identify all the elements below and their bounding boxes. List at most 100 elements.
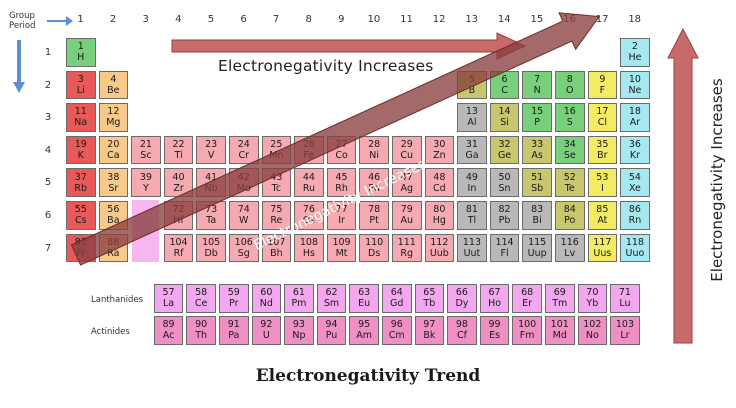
element-cell: 102 No: [577, 316, 608, 345]
element-cell: 92 U: [251, 316, 282, 345]
atomic-number: 73: [205, 204, 218, 216]
element-symbol: Cd: [433, 182, 446, 194]
element-symbol: Uuo: [625, 247, 645, 259]
atomic-number: 117: [593, 236, 612, 248]
element-cell: 65 Tb: [414, 284, 445, 313]
atomic-number: 60: [260, 287, 273, 299]
element-symbol: Ar: [629, 117, 641, 129]
element-cell: 43 Tc: [261, 168, 292, 197]
atomic-number: 81: [465, 204, 478, 216]
atomic-number: 116: [560, 236, 579, 248]
element-cell: 49 In: [457, 168, 487, 197]
atomic-number: 14: [498, 106, 511, 118]
atomic-number: 55: [74, 204, 87, 216]
element-cell: 13 Al: [457, 103, 487, 132]
element-symbol: Pm: [291, 298, 307, 310]
element-cell: 52 Te: [555, 168, 585, 197]
element-symbol: Pu: [325, 330, 338, 342]
group-number: 1: [77, 14, 84, 25]
element-symbol: Ds: [368, 247, 381, 259]
atomic-number: 108: [299, 236, 318, 248]
element-symbol: Fr: [76, 247, 86, 259]
element-cell: 95 Am: [349, 316, 379, 345]
element-cell: 116 Lv: [555, 233, 585, 263]
atomic-number: 89: [162, 319, 175, 331]
atomic-number: 51: [531, 171, 544, 183]
group-number: 16: [563, 14, 576, 25]
element-cell: 108 Hs: [294, 233, 324, 263]
element-symbol: Ba: [107, 215, 120, 227]
element-symbol: Cu: [400, 150, 414, 162]
lanthanides-label: Lanthanides: [91, 295, 144, 305]
element-symbol: Bh: [270, 247, 283, 259]
element-symbol: Uut: [463, 247, 481, 259]
element-symbol: F: [599, 84, 606, 96]
atomic-number: 45: [335, 171, 348, 183]
atomic-number: 103: [615, 319, 634, 331]
atomic-number: 37: [74, 171, 87, 183]
element-symbol: Br: [597, 150, 608, 162]
atomic-number: 13: [465, 106, 478, 118]
atomic-number: 53: [596, 171, 609, 183]
atomic-number: 31: [465, 139, 478, 151]
element-symbol: Cs: [74, 215, 87, 227]
atomic-number: 93: [292, 319, 305, 331]
element-symbol: Rg: [400, 247, 414, 259]
element-symbol: Ni: [369, 150, 380, 162]
atomic-number: 72: [172, 204, 185, 216]
element-cell: 28 Ni: [359, 135, 389, 165]
atomic-number: 16: [563, 106, 576, 118]
element-symbol: Nb: [204, 182, 218, 194]
element-symbol: Pb: [498, 215, 511, 227]
element-cell: 114 Fl: [489, 233, 520, 263]
element-cell: 91 Pa: [219, 316, 249, 345]
element-symbol: Ra: [107, 247, 120, 259]
group-number: 6: [240, 14, 247, 25]
period-number: 5: [44, 177, 52, 189]
period-number: 7: [44, 242, 52, 254]
atomic-number: 80: [433, 204, 446, 216]
element-cell: 15 P: [522, 103, 552, 132]
group-number: 9: [338, 14, 345, 25]
element-cell: 54 Xe: [620, 168, 650, 197]
element-cell: 40 Zr: [163, 168, 194, 197]
element-cell: 84 Po: [555, 201, 585, 230]
atomic-number: 42: [237, 171, 250, 183]
atomic-number: 74: [237, 204, 250, 216]
element-symbol: Tb: [423, 298, 436, 310]
atomic-number: 63: [358, 287, 371, 299]
atomic-number: 54: [628, 171, 641, 183]
element-cell: 88 Ra: [98, 233, 129, 263]
element-symbol: Cm: [388, 330, 405, 342]
element-symbol: He: [628, 52, 642, 64]
element-symbol: Np: [292, 330, 306, 342]
atomic-number: 79: [400, 204, 413, 216]
horizontal-arrow-label: Electronegativity Increases: [218, 57, 434, 75]
element-cell: 105 Db: [196, 233, 226, 263]
group-number: 12: [432, 14, 446, 25]
element-cell: 79 Au: [392, 201, 422, 230]
atomic-number: 35: [596, 139, 609, 151]
atomic-number: 19: [74, 139, 87, 151]
element-cell: 110 Ds: [359, 233, 389, 263]
element-cell: 93 Np: [284, 316, 314, 345]
atomic-number: 57: [162, 287, 175, 299]
element-symbol: O: [566, 84, 574, 96]
element-cell: 94 Pu: [316, 316, 347, 345]
element-cell: 113 Uut: [457, 233, 487, 263]
element-cell: 53 I: [587, 168, 618, 197]
element-symbol: Md: [552, 330, 567, 342]
atomic-number: 62: [325, 287, 338, 299]
element-cell: 97 Bk: [414, 316, 445, 345]
element-symbol: Ru: [302, 182, 316, 194]
element-cell: 117 Uus: [587, 233, 618, 263]
element-cell: 103 Lr: [610, 316, 640, 345]
period-number: 4: [44, 144, 52, 156]
element-symbol: U: [262, 330, 270, 342]
atomic-number: 114: [495, 236, 514, 248]
element-symbol: Hg: [432, 215, 446, 227]
element-cell: 64 Gd: [382, 284, 412, 313]
element-symbol: As: [531, 150, 543, 162]
atomic-number: 2: [631, 41, 638, 53]
element-cell: 33 As: [522, 135, 552, 165]
